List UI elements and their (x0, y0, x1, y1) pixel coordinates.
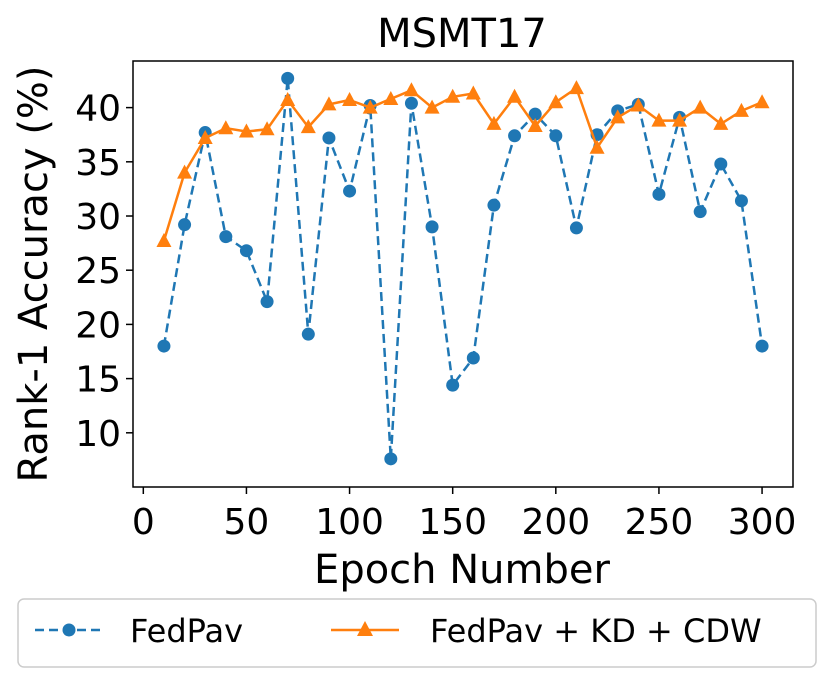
data-point-fedpav-kd-cdw (589, 139, 605, 154)
y-tick-label: 35 (75, 143, 121, 184)
series-fedpav-kd-cdw (156, 80, 770, 247)
legend-marker-fedpav-kd-cdw (357, 621, 373, 636)
data-point-fedpav (281, 71, 295, 85)
y-tick-label: 25 (75, 251, 121, 292)
data-point-fedpav (549, 129, 563, 143)
data-point-fedpav-kd-cdw (383, 90, 399, 105)
data-point-fedpav-kd-cdw (403, 82, 419, 97)
data-point-fedpav-kd-cdw (424, 99, 440, 114)
legend-label-fedpav: FedPav (130, 612, 243, 650)
legend-frame (17, 598, 817, 668)
data-point-fedpav-kd-cdw (300, 119, 316, 134)
y-tick-label: 15 (75, 360, 121, 401)
data-point-fedpav (466, 351, 480, 365)
data-point-fedpav-kd-cdw (568, 80, 584, 95)
y-tick-label: 10 (75, 414, 121, 455)
data-point-fedpav (260, 295, 274, 309)
y-axis-label: Rank-1 Accuracy (%) (11, 65, 57, 482)
data-point-fedpav-kd-cdw (754, 94, 770, 109)
data-point-fedpav (404, 96, 418, 110)
data-point-fedpav (425, 220, 439, 234)
data-point-fedpav-kd-cdw (362, 99, 378, 114)
x-tick-label: 0 (132, 502, 155, 543)
legend: FedPav FedPav + KD + CDW (17, 598, 817, 668)
data-point-fedpav-kd-cdw (321, 96, 337, 111)
data-point-fedpav (219, 230, 233, 244)
x-axis-ticks: 0 50 100 150 200 250 300 (132, 487, 797, 543)
data-point-fedpav-kd-cdw (527, 118, 543, 133)
data-point-fedpav (755, 339, 769, 353)
legend-item-fedpav-kd-cdw: FedPav + KD + CDW (331, 612, 762, 650)
data-point-fedpav-kd-cdw (733, 102, 749, 117)
y-axis-ticks: 10 15 20 25 30 35 40 (75, 89, 133, 455)
data-point-fedpav (446, 378, 460, 392)
data-point-fedpav (178, 218, 192, 232)
data-point-fedpav-kd-cdw (692, 99, 708, 114)
series-layer (156, 71, 770, 466)
series-line-fedpav (162, 77, 764, 461)
x-axis-label: Epoch Number (314, 547, 610, 593)
data-point-fedpav (652, 187, 666, 201)
data-point-fedpav (569, 221, 583, 235)
data-point-fedpav-kd-cdw (610, 109, 626, 124)
data-point-fedpav-kd-cdw (507, 88, 523, 103)
data-point-fedpav-kd-cdw (218, 120, 234, 135)
data-point-fedpav-kd-cdw (156, 232, 172, 247)
data-point-fedpav-kd-cdw (342, 92, 358, 107)
legend-marker-fedpav (62, 623, 76, 637)
y-tick-label: 30 (75, 197, 121, 238)
data-point-fedpav-kd-cdw (238, 123, 254, 138)
y-tick-label: 20 (75, 305, 121, 346)
y-tick-label: 40 (75, 89, 121, 130)
legend-item-fedpav: FedPav (35, 612, 243, 650)
x-tick-label: 300 (728, 502, 797, 543)
data-point-fedpav-kd-cdw (177, 164, 193, 179)
x-tick-label: 150 (418, 502, 487, 543)
data-point-fedpav (384, 452, 398, 466)
data-point-fedpav (301, 327, 315, 341)
data-point-fedpav (322, 131, 336, 145)
data-point-fedpav-kd-cdw (486, 115, 502, 130)
data-point-fedpav-kd-cdw (630, 97, 646, 112)
data-point-fedpav-kd-cdw (259, 121, 275, 136)
data-point-fedpav (343, 184, 357, 198)
data-point-fedpav (734, 194, 748, 208)
data-point-fedpav-kd-cdw (651, 112, 667, 127)
data-point-fedpav-kd-cdw (672, 112, 688, 127)
data-point-fedpav-kd-cdw (197, 129, 213, 144)
x-tick-label: 50 (224, 502, 270, 543)
x-tick-label: 250 (625, 502, 694, 543)
x-tick-label: 200 (521, 502, 590, 543)
title-group: MSMT17 (377, 11, 547, 57)
data-point-fedpav-kd-cdw (465, 85, 481, 100)
data-point-fedpav-kd-cdw (280, 92, 296, 107)
data-point-fedpav (487, 198, 501, 212)
data-point-fedpav (714, 157, 728, 171)
data-point-fedpav (693, 205, 707, 219)
chart-title: MSMT17 (377, 11, 547, 57)
legend-label-fedpav-kd-cdw: FedPav + KD + CDW (430, 612, 762, 650)
data-point-fedpav-kd-cdw (713, 115, 729, 130)
data-point-fedpav (157, 339, 171, 353)
data-point-fedpav (508, 129, 522, 143)
data-point-fedpav-kd-cdw (445, 88, 461, 103)
data-point-fedpav (528, 107, 542, 121)
series-fedpav (157, 71, 769, 466)
data-point-fedpav (239, 244, 253, 258)
data-point-fedpav-kd-cdw (548, 94, 564, 109)
plot-area (132, 60, 794, 488)
x-tick-label: 100 (315, 502, 384, 543)
